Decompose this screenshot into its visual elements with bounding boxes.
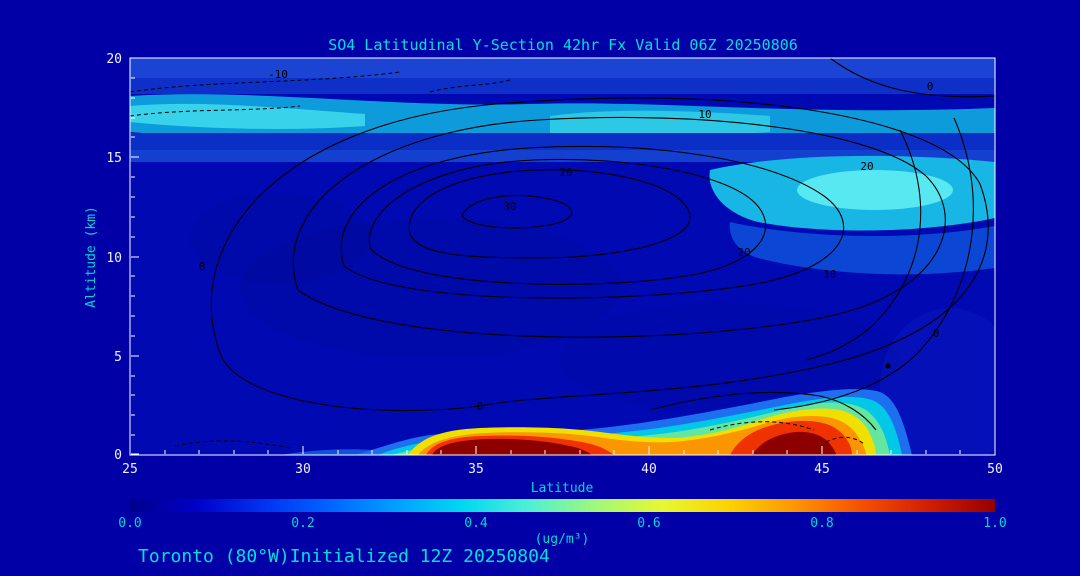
x-tick-label: 40: [641, 462, 657, 477]
contour-label: 0: [199, 260, 206, 273]
y-tick-label: 10: [106, 251, 122, 266]
filled-contours: [130, 58, 995, 455]
colorbar-tick-label: 0.6: [637, 516, 660, 531]
contour-label: 0: [927, 80, 934, 93]
colorbar-tick-label: 0.4: [464, 516, 488, 531]
contour-label: 20: [860, 160, 873, 173]
x-axis-title: Latitude: [531, 481, 594, 496]
contour-label: 10: [698, 108, 711, 121]
x-tick-label: 25: [122, 462, 138, 477]
contour-label: 30: [503, 200, 516, 213]
y-axis-title: Altitude (km): [84, 206, 99, 308]
contour-label: 0: [477, 400, 484, 413]
x-tick-label: 35: [468, 462, 484, 477]
colorbar: [130, 499, 995, 512]
y-tick-label: 0: [114, 448, 122, 463]
run-info-text: Toronto (80°W)Initialized 12Z 20250804: [138, 546, 550, 567]
colorbar-labels: 0.0 0.2 0.4 0.6 0.8 1.0 (ug/m³): [118, 516, 1006, 547]
colorbar-unit-label: (ug/m³): [535, 532, 590, 547]
colorbar-tick-label: 0.2: [291, 516, 314, 531]
chart-title: SO4 Latitudinal Y-Section 42hr Fx Valid …: [328, 36, 798, 54]
contour-label: 10: [823, 268, 836, 281]
x-axis: 25 30 35 40 45 50 Latitude: [122, 462, 1003, 496]
x-tick-label: 45: [814, 462, 830, 477]
colorbar-tick-label: 1.0: [983, 516, 1006, 531]
y-tick-label: 5: [114, 350, 122, 365]
y-tick-label: 20: [106, 52, 122, 67]
contour-label: -10: [268, 68, 288, 81]
x-tick-label: 30: [295, 462, 311, 477]
plot-frame: [129, 57, 996, 456]
y-tick-label: 15: [106, 151, 122, 166]
contour-label: 20: [737, 246, 750, 259]
contour-label: 0: [933, 327, 940, 340]
axis-ticks: [129, 57, 996, 455]
x-tick-label: 50: [987, 462, 1003, 477]
colorbar-tick-label: 0.8: [810, 516, 833, 531]
contour-label: 20: [559, 166, 572, 179]
colorbar-tick-label: 0.0: [118, 516, 141, 531]
overlay-contours: -10 10 20 30 20 10 0 0 20 0 0: [130, 58, 995, 449]
y-axis: 20 15 10 5 0 Altitude (km): [84, 52, 122, 463]
